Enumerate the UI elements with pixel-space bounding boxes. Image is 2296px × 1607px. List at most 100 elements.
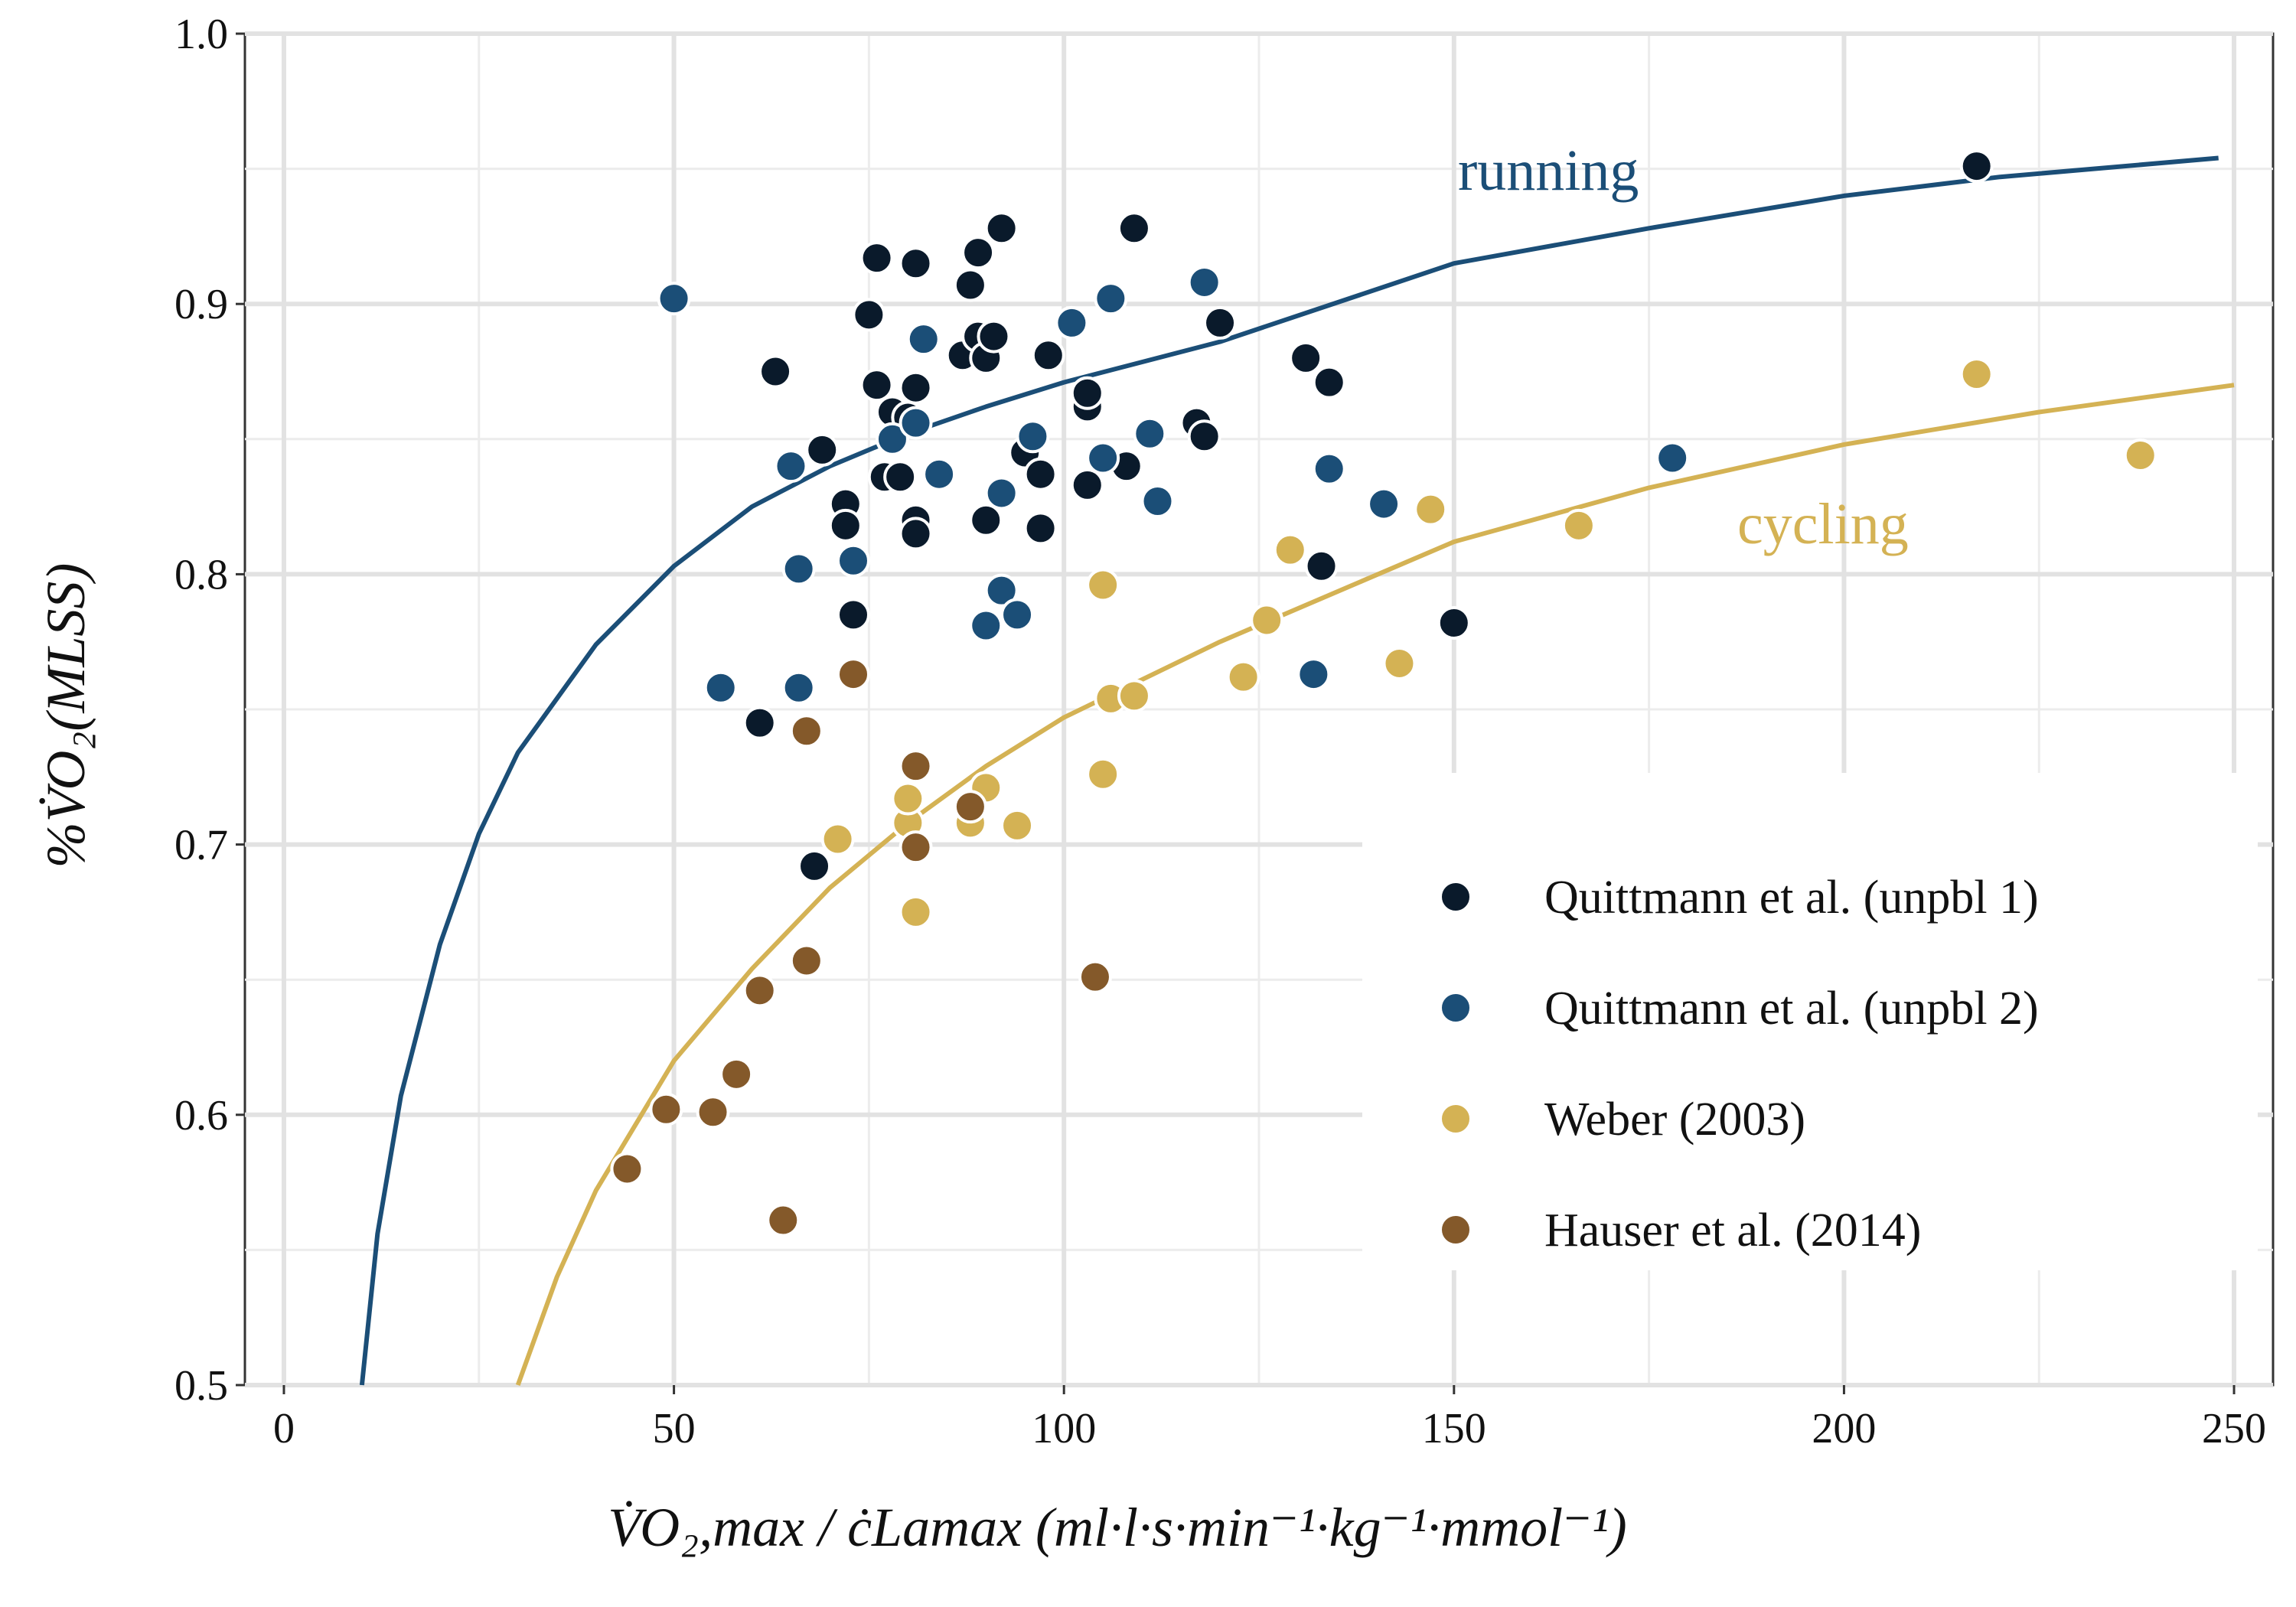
y-axis-ticks: 0.5 0.6 0.7 0.8 0.9 1.0 (174, 11, 245, 1410)
curve-running (359, 155, 2219, 1386)
data-point-series-1 (899, 517, 933, 551)
data-point-series-4 (1078, 960, 1112, 994)
x-tick-label: 0 (273, 1405, 295, 1452)
data-point-series-1 (805, 432, 840, 467)
data-point-series-2 (1094, 282, 1128, 316)
data-point-series-3 (1414, 492, 1448, 526)
data-point-series-2 (1296, 657, 1331, 692)
data-point-series-1 (1070, 376, 1104, 410)
y-axis-title: %V̇O₂(MLSS) (35, 563, 96, 869)
data-point-series-1 (1959, 149, 1994, 184)
y-tick-label: 0.9 (174, 281, 228, 328)
data-point-series-2 (774, 449, 808, 484)
data-point-series-1 (1312, 365, 1346, 399)
data-point-series-2 (969, 608, 1003, 643)
data-point-series-1 (1117, 211, 1151, 246)
data-point-series-2 (837, 543, 870, 578)
data-point-series-4 (837, 657, 870, 692)
data-point-series-1 (1070, 468, 1104, 502)
data-point-series-2 (1133, 416, 1167, 451)
data-point-series-4 (953, 790, 987, 824)
data-point-series-1 (852, 298, 886, 332)
data-point-series-1 (984, 211, 1019, 246)
legend-key-4 (1439, 1213, 1473, 1247)
data-point-series-1 (899, 370, 933, 405)
data-point-series-4 (649, 1092, 683, 1126)
x-tick-label: 200 (1812, 1405, 1876, 1452)
x-tick-label: 100 (1032, 1405, 1096, 1452)
data-point-series-4 (789, 714, 823, 748)
curve-label-cycling: cycling (1737, 492, 1909, 556)
y-tick-label: 0.7 (174, 822, 228, 869)
data-point-series-1 (1031, 338, 1065, 373)
data-point-series-3 (1086, 757, 1120, 791)
data-point-series-2 (657, 282, 691, 316)
data-point-series-2 (1187, 265, 1221, 299)
x-axis-ticks: 0 50 100 150 200 250 (273, 1385, 2266, 1452)
data-point-series-3 (1086, 568, 1120, 602)
data-point-series-2 (984, 476, 1019, 510)
data-point-series-1 (899, 246, 933, 281)
legend-label-3: Weber (2003) (1544, 1094, 1805, 1146)
data-point-series-1 (742, 706, 777, 740)
data-point-series-2 (1086, 441, 1120, 475)
data-point-series-3 (899, 895, 933, 929)
data-point-series-2 (899, 406, 933, 440)
x-tick-label: 50 (653, 1405, 696, 1452)
data-point-series-2 (1140, 484, 1175, 519)
data-point-series-2 (1055, 305, 1089, 340)
data-point-series-2 (906, 322, 941, 357)
y-tick-label: 0.5 (174, 1362, 228, 1410)
data-point-series-3 (1250, 603, 1284, 637)
data-point-series-2 (703, 670, 738, 705)
data-point-series-2 (1367, 487, 1401, 521)
curve-cycling (515, 383, 2235, 1387)
fit-curves (359, 155, 2235, 1387)
data-point-series-2 (984, 573, 1019, 608)
data-point-series-1 (1023, 457, 1058, 491)
data-point-series-1 (953, 268, 987, 302)
data-point-series-3 (1000, 808, 1035, 843)
x-axis-title: V̇O₂,max / ċLamax (ml·l·s·min⁻¹·kg⁻¹·mmo… (608, 1497, 1626, 1558)
legend-key-3 (1439, 1102, 1473, 1136)
data-point-series-3 (1561, 508, 1596, 543)
data-point-series-1 (758, 354, 793, 389)
data-point-series-3 (1959, 357, 1994, 392)
data-point-series-1 (961, 236, 996, 270)
data-point-series-3 (820, 822, 855, 856)
data-point-series-3 (1382, 646, 1417, 680)
data-point-series-3 (891, 781, 925, 816)
data-point-series-2 (922, 457, 957, 491)
legend-label-4: Hauser et al. (2014) (1544, 1204, 1921, 1257)
data-point-series-1 (1289, 341, 1323, 375)
data-point-series-4 (766, 1203, 801, 1237)
data-point-series-1 (837, 598, 870, 632)
x-tick-label: 250 (2202, 1405, 2266, 1452)
data-points (610, 149, 2157, 1237)
data-point-series-4 (899, 749, 933, 784)
data-point-series-2 (781, 670, 816, 705)
data-point-series-1 (1437, 605, 1471, 640)
data-point-series-3 (2123, 438, 2157, 472)
curve-label-running: running (1458, 139, 1639, 203)
y-tick-label: 0.6 (174, 1092, 228, 1139)
data-point-series-2 (1016, 419, 1050, 454)
data-point-series-3 (1117, 679, 1151, 713)
data-point-series-1 (828, 508, 863, 543)
data-point-series-1 (1023, 511, 1058, 546)
data-point-series-1 (859, 241, 894, 275)
data-point-series-4 (742, 973, 777, 1008)
data-point-series-1 (1304, 549, 1339, 583)
legend-background (1362, 773, 2258, 1270)
legend-key-2 (1439, 991, 1473, 1025)
data-point-series-1 (1187, 419, 1221, 454)
y-tick-label: 0.8 (174, 551, 228, 598)
data-point-series-4 (899, 830, 933, 865)
data-point-series-4 (719, 1057, 754, 1091)
y-tick-label: 1.0 (174, 11, 228, 58)
data-point-series-4 (610, 1152, 644, 1186)
data-point-series-4 (789, 944, 823, 978)
data-point-series-1 (859, 368, 894, 403)
data-point-series-2 (781, 552, 816, 586)
data-point-series-2 (1655, 441, 1690, 475)
